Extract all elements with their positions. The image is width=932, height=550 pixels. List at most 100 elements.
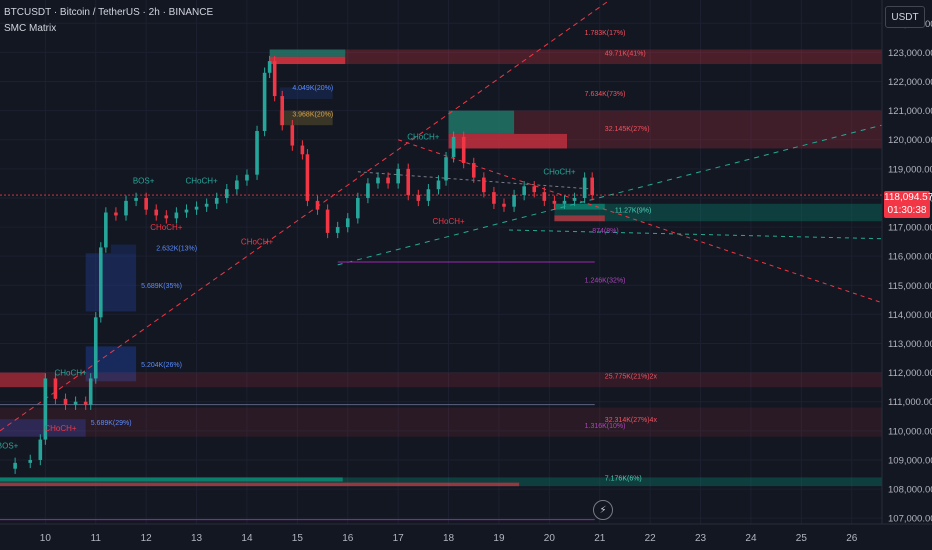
candle-body [184, 209, 189, 213]
price-tick-label: 119,000.00 [888, 164, 932, 175]
candle-body [225, 189, 229, 198]
candle-body [335, 227, 340, 233]
candle-body [345, 218, 350, 228]
volume-annotation: 5.689K(35%) [141, 283, 182, 290]
structure-label: CHoCH+ [150, 223, 183, 232]
time-tick-label: 22 [645, 533, 657, 544]
candle-body [426, 189, 431, 201]
time-tick-label: 21 [594, 533, 606, 544]
candle-body [164, 215, 169, 219]
time-tick-label: 20 [544, 533, 556, 544]
candle-body [124, 200, 128, 216]
volume-annotation: 4.049K(20%) [292, 85, 333, 92]
candle-body [492, 192, 496, 204]
candle-body [532, 186, 537, 193]
demand-zone [0, 477, 343, 482]
volume-annotation: 5.204K(26%) [141, 362, 182, 369]
time-tick-label: 10 [40, 533, 52, 544]
price-tick-label: 109,000.00 [888, 455, 932, 466]
candle-body [255, 131, 259, 175]
trend-line-down [398, 139, 883, 304]
candle-body [572, 197, 577, 201]
candle-body [416, 195, 421, 201]
candle-body [522, 186, 526, 196]
candle-body [444, 157, 448, 181]
candle-body [267, 61, 272, 73]
candle-body [305, 154, 310, 201]
structure-label: CHoCH+ [54, 369, 87, 378]
time-tick-label: 17 [393, 533, 405, 544]
structure-label: BOS+ [133, 176, 155, 185]
candle-body [73, 401, 78, 405]
candle-body [13, 462, 17, 469]
candle-body [99, 247, 103, 318]
time-tick-label: 15 [292, 533, 304, 544]
candle-body [280, 96, 285, 126]
candle-body [28, 459, 33, 463]
price-tick-label: 117,000.00 [888, 223, 932, 234]
time-tick-label: 24 [745, 533, 757, 544]
candle-body [93, 317, 98, 379]
candle-body [582, 177, 587, 198]
candle-body [325, 209, 330, 233]
indicator-name[interactable]: SMC Matrix [4, 23, 57, 34]
candle-body [512, 195, 516, 207]
candle-body [194, 206, 199, 210]
supply-zone [269, 49, 346, 57]
volume-annotation: 25.775K(21%)2x [605, 373, 658, 380]
last-price: 118,094.57 [884, 192, 932, 203]
supply-zone [0, 372, 882, 388]
price-tick-label: 115,000.00 [888, 281, 932, 292]
time-tick-label: 19 [493, 533, 505, 544]
price-tick-label: 112,000.00 [888, 368, 932, 379]
time-axis: 10 11 12 13 14 15 16 17 18 19 20 21 22 23 24 25 26 [40, 533, 858, 544]
candle-body [245, 174, 249, 181]
price-axis: 124,000.00123,000.00122,000.00121,000.00… [888, 19, 932, 525]
candle-body [104, 212, 108, 248]
volume-annotation: 11.27K(9%) [615, 208, 651, 215]
candle-body [542, 192, 547, 201]
candle-body [204, 203, 209, 207]
volume-annotation: 49.71K(41%) [605, 50, 646, 57]
demand-zone [554, 203, 882, 222]
orderblock-zone [279, 110, 333, 126]
candle-body [482, 177, 486, 193]
candle-body [83, 401, 88, 405]
volume-annotation: 3.968K(20%) [292, 111, 333, 118]
smc-zones [0, 49, 882, 487]
volume-annotation: 32.314K(27%)4x [605, 417, 658, 424]
candle-body [134, 197, 138, 201]
orderblock-zone [85, 253, 137, 312]
orderblock-zone [0, 419, 86, 437]
lightning-icon[interactable]: ⚡ [593, 500, 613, 520]
structure-label: CHoCH+ [432, 217, 465, 226]
volume-annotation: 7.176K(6%) [605, 475, 642, 482]
candle-body [552, 200, 557, 204]
candle-body [386, 177, 390, 184]
candle-body [590, 177, 594, 196]
currency-button[interactable]: USDT [885, 6, 925, 28]
volume-annotation: 1.783K(17%) [585, 30, 626, 37]
candle-body [300, 145, 305, 155]
time-tick-label: 16 [342, 533, 354, 544]
candles [13, 55, 594, 474]
supply-zone [0, 407, 882, 437]
trend-line-up [0, 0, 611, 432]
volume-annotation: 1.316K(10%) [585, 423, 626, 430]
price-tick-label: 116,000.00 [888, 252, 932, 263]
price-tick-label: 120,000.00 [888, 135, 932, 146]
volume-annotation: 5.689K(29%) [91, 420, 132, 427]
structure-label: CHoCH+ [543, 168, 576, 177]
candle-body [562, 200, 567, 204]
demand-zone [0, 482, 520, 487]
price-tick-label: 114,000.00 [888, 310, 932, 321]
time-tick-label: 26 [846, 533, 858, 544]
candle-body [396, 168, 400, 184]
demand-zone [554, 203, 605, 210]
candle-body [436, 180, 441, 190]
demand-zone [0, 477, 882, 487]
candle-body [356, 197, 360, 219]
time-tick-label: 12 [141, 533, 153, 544]
price-tick-label: 123,000.00 [888, 48, 932, 59]
